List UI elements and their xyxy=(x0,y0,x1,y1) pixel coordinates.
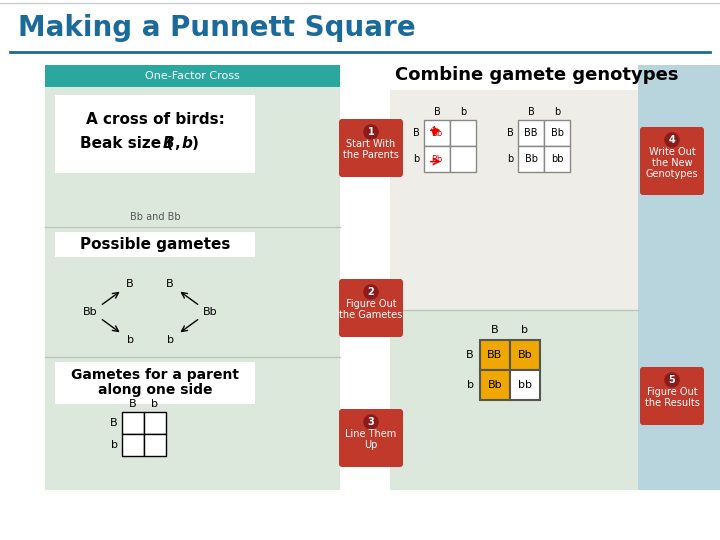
Text: Genotypes: Genotypes xyxy=(646,169,698,179)
Text: One-Factor Cross: One-Factor Cross xyxy=(145,71,240,81)
Text: b: b xyxy=(554,107,560,117)
Text: B: B xyxy=(528,107,534,117)
Text: Bb: Bb xyxy=(431,129,443,138)
Bar xyxy=(55,232,255,257)
Bar xyxy=(122,434,144,456)
Text: Start With: Start With xyxy=(346,139,395,149)
Bar xyxy=(518,146,544,172)
Text: the Parents: the Parents xyxy=(343,150,399,160)
Text: b: b xyxy=(467,380,474,390)
Text: B: B xyxy=(126,279,134,289)
Text: Making a Punnett Square: Making a Punnett Square xyxy=(18,14,415,42)
Bar xyxy=(390,90,638,310)
Text: 4: 4 xyxy=(669,135,675,145)
Circle shape xyxy=(364,125,378,139)
Circle shape xyxy=(665,373,679,387)
Text: B: B xyxy=(507,128,513,138)
Bar xyxy=(55,95,255,173)
Text: b: b xyxy=(460,107,466,117)
Text: Write Out: Write Out xyxy=(649,147,696,157)
Text: BB: BB xyxy=(524,128,538,138)
Bar xyxy=(480,370,510,400)
Text: Bb: Bb xyxy=(524,154,538,164)
Text: B: B xyxy=(413,128,419,138)
Text: Figure Out: Figure Out xyxy=(647,387,697,397)
FancyBboxPatch shape xyxy=(339,119,403,177)
Text: Beak size (: Beak size ( xyxy=(80,136,174,151)
Text: 2: 2 xyxy=(368,287,374,297)
Bar xyxy=(424,120,450,146)
Text: B: B xyxy=(433,107,441,117)
Text: BB: BB xyxy=(487,350,503,360)
Bar xyxy=(55,362,255,404)
Text: the Gametes: the Gametes xyxy=(339,310,402,320)
Bar xyxy=(480,340,510,370)
FancyBboxPatch shape xyxy=(339,279,403,337)
Text: b: b xyxy=(166,335,174,345)
FancyBboxPatch shape xyxy=(640,367,704,425)
Text: the New: the New xyxy=(652,158,693,168)
Text: 1: 1 xyxy=(368,127,374,137)
Bar xyxy=(450,120,476,146)
Text: B: B xyxy=(110,418,118,428)
Text: Bb: Bb xyxy=(487,380,503,390)
Text: Figure Out: Figure Out xyxy=(346,299,396,309)
Text: b: b xyxy=(507,154,513,164)
Text: b: b xyxy=(151,399,158,409)
Circle shape xyxy=(665,133,679,147)
Bar xyxy=(544,146,570,172)
Circle shape xyxy=(364,285,378,299)
Text: Possible gametes: Possible gametes xyxy=(80,237,230,252)
Text: Bb: Bb xyxy=(83,307,97,317)
Text: A cross of birds:: A cross of birds: xyxy=(86,112,225,127)
Bar xyxy=(450,146,476,172)
Bar xyxy=(510,370,540,400)
Text: b: b xyxy=(521,325,528,335)
Text: b: b xyxy=(110,440,117,450)
Bar xyxy=(45,65,340,87)
Text: b: b xyxy=(182,136,193,151)
Text: ): ) xyxy=(192,136,199,151)
Text: ,: , xyxy=(174,136,179,151)
Bar xyxy=(638,65,720,490)
Text: B: B xyxy=(129,399,137,409)
Text: B: B xyxy=(163,136,175,151)
Text: b: b xyxy=(413,154,419,164)
Text: the Results: the Results xyxy=(644,398,699,408)
Circle shape xyxy=(364,415,378,429)
FancyBboxPatch shape xyxy=(640,127,704,195)
Text: B: B xyxy=(466,350,474,360)
Bar xyxy=(45,87,340,490)
Text: bb: bb xyxy=(518,380,532,390)
Text: Bb: Bb xyxy=(203,307,217,317)
Text: Bb: Bb xyxy=(431,154,443,164)
Text: Bb and Bb: Bb and Bb xyxy=(130,212,180,222)
Text: Bb: Bb xyxy=(551,128,564,138)
Text: along one side: along one side xyxy=(98,383,212,397)
Bar xyxy=(122,412,144,434)
Bar xyxy=(424,146,450,172)
Text: b: b xyxy=(127,335,133,345)
Text: B: B xyxy=(166,279,174,289)
Text: Gametes for a parent: Gametes for a parent xyxy=(71,368,239,382)
Bar xyxy=(390,310,638,490)
Text: Line Them: Line Them xyxy=(346,429,397,439)
Bar xyxy=(144,412,166,434)
Text: 5: 5 xyxy=(669,375,675,385)
Bar xyxy=(510,340,540,370)
Text: Up: Up xyxy=(364,440,378,450)
Text: Combine gamete genotypes: Combine gamete genotypes xyxy=(395,66,678,84)
Text: bb: bb xyxy=(551,154,563,164)
Bar xyxy=(144,434,166,456)
Text: Bb: Bb xyxy=(518,350,532,360)
FancyBboxPatch shape xyxy=(339,409,403,467)
Bar xyxy=(544,120,570,146)
Bar xyxy=(518,120,544,146)
Text: 3: 3 xyxy=(368,417,374,427)
Text: B: B xyxy=(491,325,499,335)
